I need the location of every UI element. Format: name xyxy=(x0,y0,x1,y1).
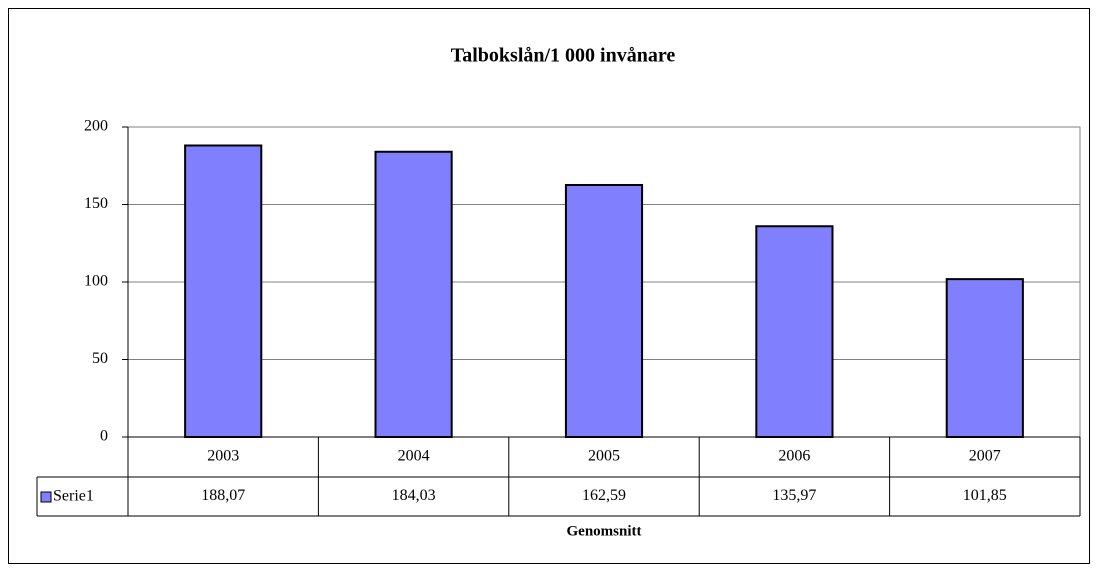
bar xyxy=(755,225,834,438)
bar xyxy=(564,183,644,438)
x-axis-label: Genomsnitt xyxy=(567,523,642,539)
legend-key xyxy=(40,491,52,503)
legend-label: Serie1 xyxy=(53,488,94,505)
bar xyxy=(184,144,263,439)
data-label: 184,03 xyxy=(392,487,436,504)
data-label: 101,85 xyxy=(963,487,1007,504)
x-tick-label: 2003 xyxy=(207,448,239,465)
y-tick-label: 0 xyxy=(100,428,108,445)
bar xyxy=(945,278,1024,438)
y-tick-label: 50 xyxy=(92,350,108,367)
y-tick-label: 150 xyxy=(84,195,108,212)
y-tick-label: 200 xyxy=(84,118,108,135)
data-label: 135,97 xyxy=(772,487,816,504)
chart-title: Talbokslån/1 000 invånare xyxy=(451,45,676,67)
x-tick-label: 2006 xyxy=(778,448,810,465)
x-tick-label: 2005 xyxy=(588,448,620,465)
x-tick-label: 2007 xyxy=(969,448,1001,465)
data-label: 188,07 xyxy=(201,487,245,504)
data-label: 162,59 xyxy=(582,487,626,504)
bar xyxy=(374,150,453,438)
y-tick-label: 100 xyxy=(84,273,108,290)
x-tick-label: 2004 xyxy=(398,448,430,465)
